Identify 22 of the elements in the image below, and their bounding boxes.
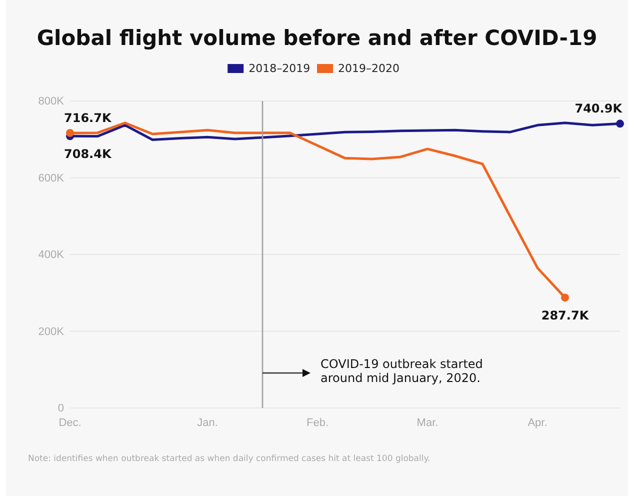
data-label: 740.9K	[574, 102, 623, 116]
x-tick-label: Dec.	[58, 416, 82, 429]
y-tick-label: 400K	[38, 249, 65, 262]
point	[66, 128, 74, 137]
point	[616, 120, 624, 128]
x-tick-label: Feb.	[306, 416, 329, 429]
legend-label: 2019–2020	[338, 62, 400, 75]
data-label: 708.4K	[64, 147, 112, 162]
x-tick-label: Mar.	[416, 416, 438, 429]
data-label: 287.7K	[541, 308, 590, 323]
y-tick-label: 200K	[38, 326, 65, 338]
point	[561, 294, 569, 302]
annotation: COVID-19 outbreak started around mid January, 2020.	[320, 357, 483, 385]
chart-title: Global flight volume before and after COVID-19	[36, 26, 598, 50]
y-tick-label: 800K	[38, 96, 65, 108]
x-tick-label: Apr.	[528, 416, 548, 429]
y-tick-label: 600K	[38, 172, 65, 184]
y-tick-label: 0	[58, 402, 64, 415]
x-tick-label: Jan.	[197, 416, 218, 429]
text: Note: identifies when outbreak started as when daily confirmed cases hit at least 100 globally.	[28, 454, 430, 464]
legend-label: 2018–2019	[248, 62, 310, 75]
data-label: 716.7K	[64, 110, 112, 125]
